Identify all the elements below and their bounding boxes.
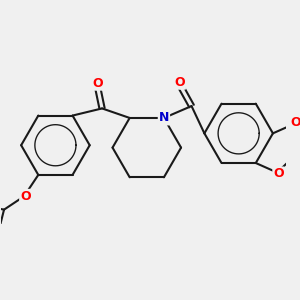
- Text: O: O: [290, 116, 300, 129]
- Text: O: O: [92, 77, 103, 90]
- Text: O: O: [174, 76, 185, 89]
- Text: O: O: [20, 190, 31, 203]
- Text: O: O: [273, 167, 284, 181]
- Text: N: N: [159, 111, 169, 124]
